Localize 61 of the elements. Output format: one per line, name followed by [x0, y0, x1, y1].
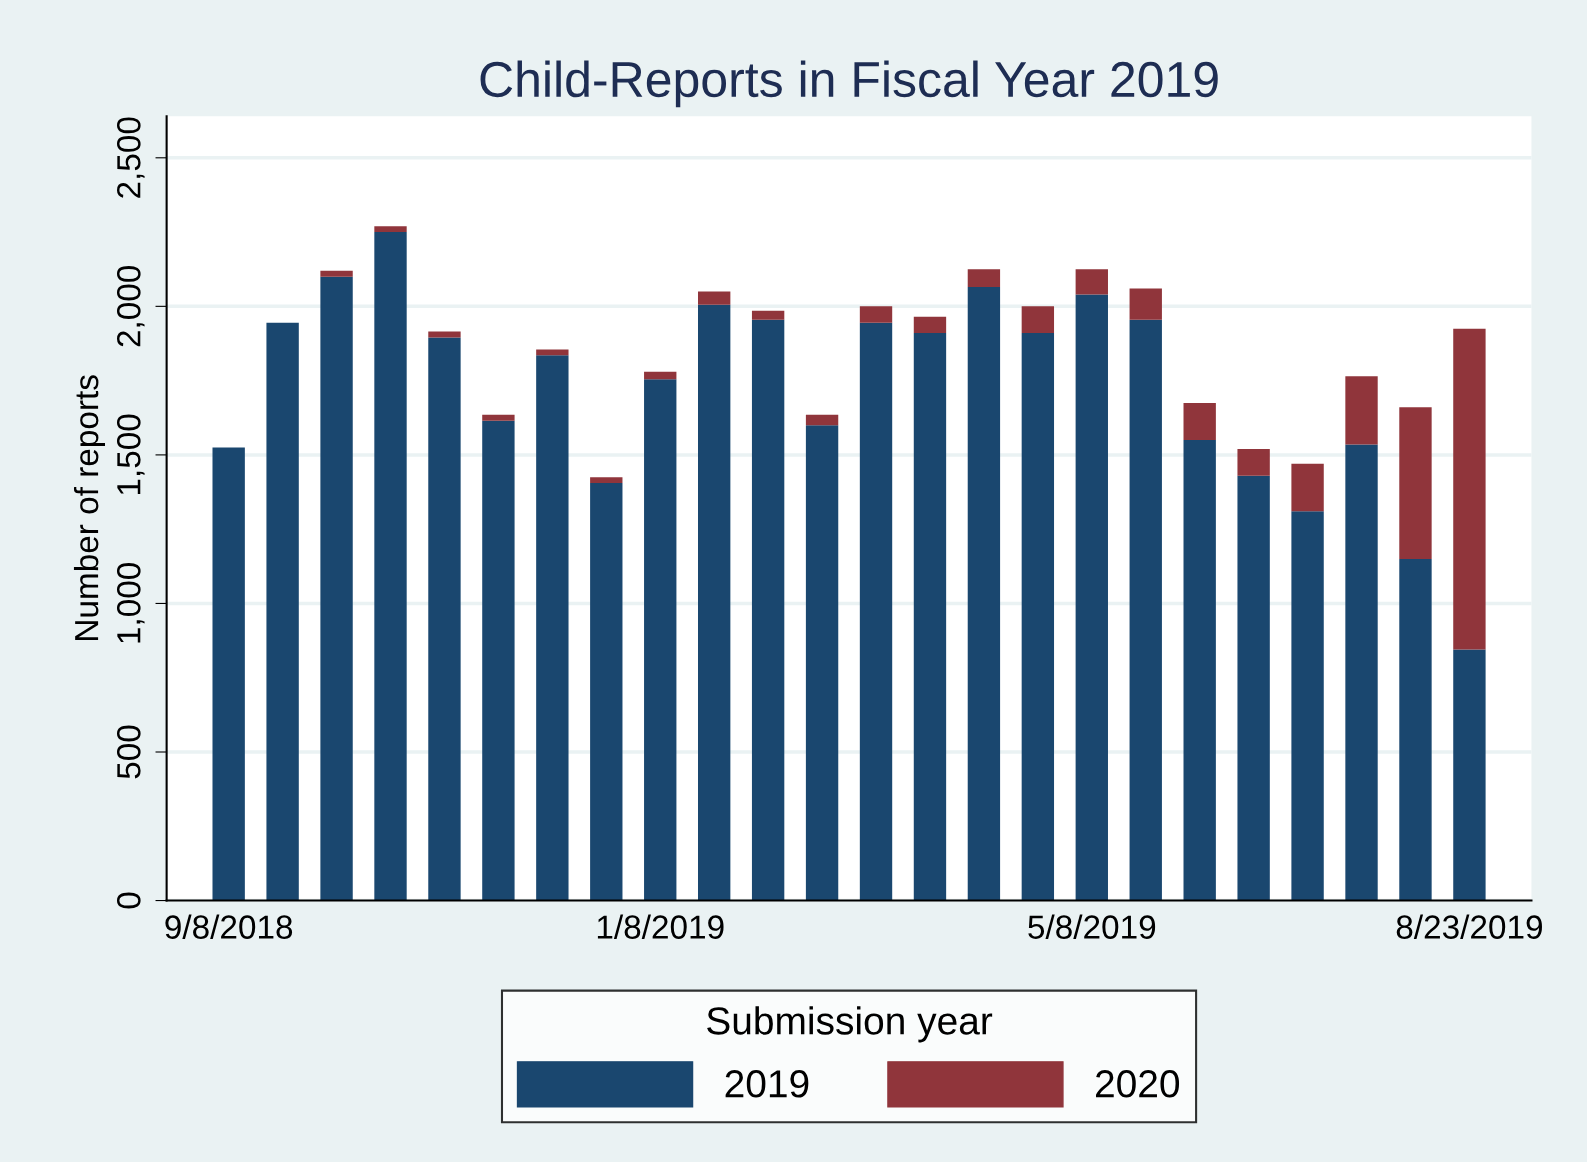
bar [859, 306, 893, 323]
bar [751, 310, 785, 320]
bar [482, 414, 515, 421]
bar [1021, 333, 1055, 901]
bar [751, 319, 785, 901]
bar [428, 331, 461, 338]
bar [1291, 511, 1324, 901]
y-tick-label: 1,000 [117, 563, 145, 643]
bar [536, 349, 569, 356]
bar [698, 291, 731, 305]
bar [644, 379, 677, 901]
bar [1183, 440, 1216, 901]
bar [967, 287, 1001, 901]
bar [1453, 328, 1486, 650]
bar [1345, 376, 1378, 445]
legend-label: 2019 [725, 1070, 809, 1098]
bar [859, 322, 893, 901]
bar [320, 270, 353, 277]
bar [644, 371, 677, 380]
bar [1345, 444, 1378, 901]
bar [266, 322, 299, 901]
bar [320, 276, 353, 901]
bar [374, 226, 407, 233]
bar [1021, 306, 1055, 334]
y-tick-label: 2,500 [117, 117, 145, 198]
y-tick-label: 2,000 [117, 265, 145, 347]
bar [590, 483, 623, 901]
bar [1399, 407, 1432, 559]
y-tick-label: 500 [117, 725, 141, 779]
bar [1075, 294, 1108, 901]
bar [1075, 269, 1108, 295]
bar [1129, 319, 1162, 901]
bar [212, 447, 245, 901]
bar [536, 355, 569, 901]
bar [482, 420, 515, 901]
legend-title: Submission year [707, 1006, 993, 1043]
bar [1237, 475, 1270, 901]
bar [1237, 448, 1270, 476]
x-tick-label: 8/23/2019 [1396, 914, 1542, 939]
bar [913, 316, 947, 334]
bar [805, 425, 839, 901]
bar [590, 477, 623, 484]
bar [967, 269, 1001, 288]
bar [805, 414, 839, 426]
bar [698, 304, 731, 901]
y-tick-label: 1,500 [117, 414, 145, 495]
y-axis-title: Number of reports [73, 375, 106, 640]
legend-label: 2020 [1096, 1070, 1180, 1098]
x-tick-label: 9/8/2018 [165, 914, 293, 939]
x-tick-label: 1/8/2019 [597, 914, 724, 939]
bar [1399, 558, 1432, 901]
bar [1129, 288, 1162, 320]
bar [913, 333, 947, 901]
y-tick-label: 0 [117, 892, 141, 909]
bar [1291, 463, 1324, 512]
bar [1183, 402, 1216, 441]
bar [428, 337, 461, 901]
bar [1453, 649, 1486, 901]
chart-title: Child-Reports in Fiscal Year 2019 [480, 60, 1218, 108]
x-tick-label: 5/8/2019 [1028, 914, 1156, 939]
bar [374, 232, 407, 901]
